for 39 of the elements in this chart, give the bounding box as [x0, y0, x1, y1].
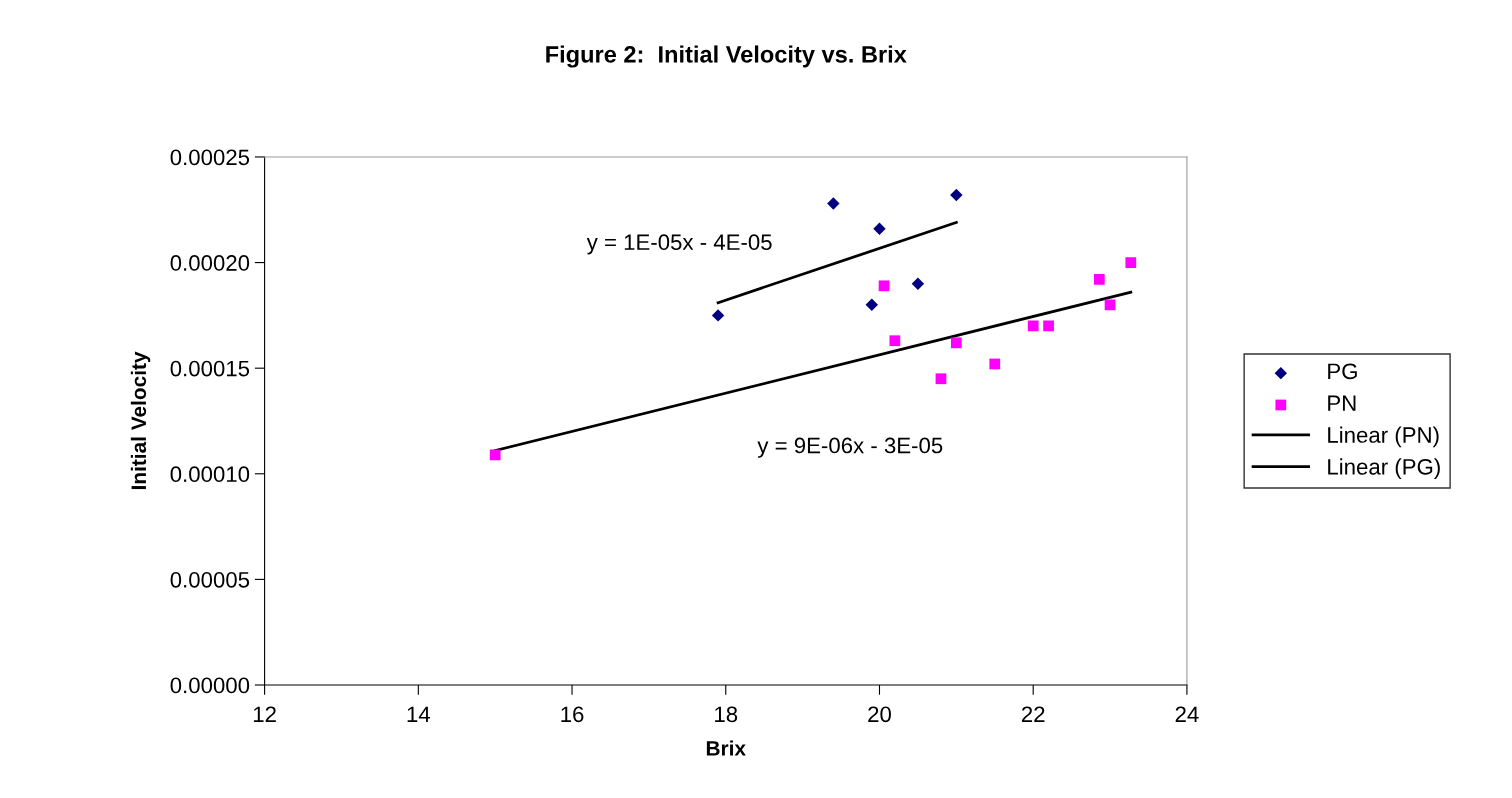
point [911, 277, 925, 290]
annotation: y = 9E-06x - 3E-05 [757, 437, 943, 458]
y-tick-label: 0.00015 [170, 360, 250, 377]
annotation: y = 1E-05x - 4E-05 [586, 234, 772, 255]
point [1104, 299, 1116, 311]
point [1043, 320, 1054, 332]
y-tick-label: 0.00010 [170, 466, 250, 483]
x-tick-label: 12 [253, 706, 276, 722]
point [950, 188, 963, 202]
y-tick-label: 0.00020 [170, 255, 250, 271]
point [865, 298, 879, 312]
x-axis-title: Brix [706, 740, 746, 756]
x-tick-label: 18 [715, 706, 738, 723]
y-tick-label: 0.00005 [170, 571, 250, 588]
y-axis-title: Initial Velocity [130, 351, 151, 490]
point [1125, 257, 1137, 268]
point [873, 222, 886, 235]
x-tick-label: 20 [868, 706, 891, 723]
x-tick-label: 24 [1175, 706, 1199, 722]
point [711, 309, 725, 322]
point [950, 337, 962, 349]
point [489, 449, 501, 461]
point [935, 373, 947, 385]
legend-label: Linear (PN) [1328, 426, 1439, 448]
legend-label: PG [1328, 363, 1357, 380]
legend-label: PN [1328, 395, 1356, 411]
y-tick-label: 0.00000 [170, 677, 250, 694]
y-tick-label: 0.00025 [170, 149, 250, 166]
point [827, 197, 840, 210]
x-tick-label: 22 [1021, 706, 1045, 722]
point [989, 358, 1001, 370]
point [878, 280, 890, 292]
x-tick-label: 16 [561, 706, 584, 723]
point [1093, 274, 1105, 285]
x-tick-label: 14 [407, 706, 431, 722]
point [889, 335, 901, 347]
chart-title: Figure 2: Initial Velocity vs. Brix [546, 45, 907, 68]
legend-label: Linear (PG) [1328, 458, 1440, 480]
point [1027, 320, 1039, 332]
